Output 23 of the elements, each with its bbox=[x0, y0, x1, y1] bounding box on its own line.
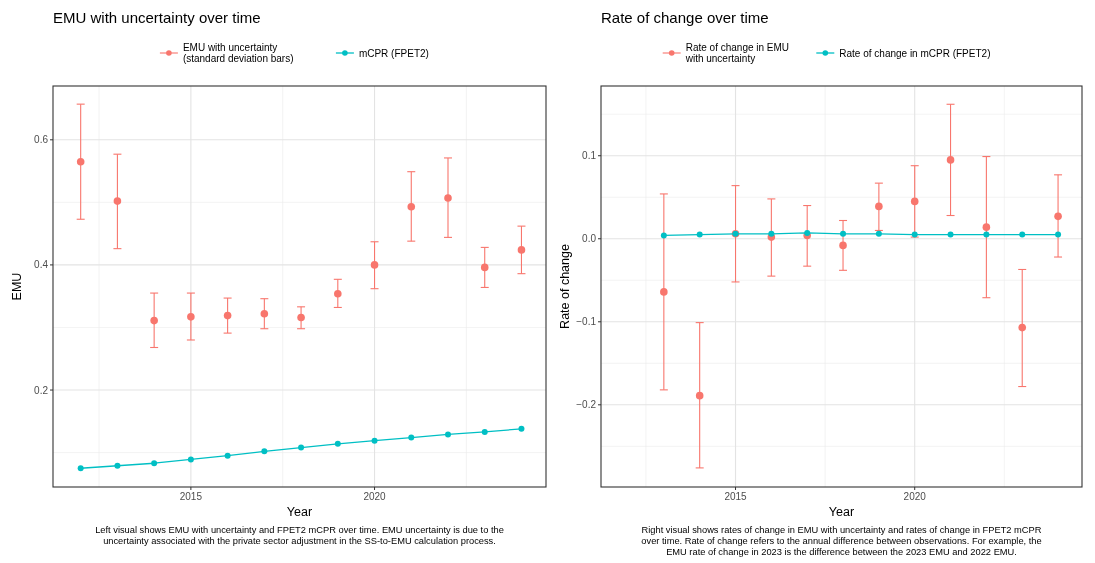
y-tick-label: −0.1 bbox=[576, 316, 597, 328]
y-tick-label: 0.4 bbox=[34, 259, 49, 271]
x-tick-label: 2015 bbox=[179, 491, 203, 502]
y-axis-title: EMU bbox=[10, 272, 24, 301]
x-tick-label: 2020 bbox=[363, 491, 387, 502]
legend-label: EMU with uncertainty (standard deviation bars) bbox=[182, 42, 294, 64]
y-axis-title: Rate of change bbox=[558, 244, 572, 329]
text: Left visual shows EMU with uncertainty and FPET2 mCPR over time. EMU uncertainty is due to the uncertainty associated with the private sector adjustment in the SS-to-EMU calculation process. bbox=[95, 525, 504, 546]
y-tick-label: 0.6 bbox=[34, 134, 49, 146]
legend-label: Rate of change in mCPR (FPET2) bbox=[839, 47, 991, 59]
legend-label: Rate of change in EMU with uncertainty bbox=[684, 42, 790, 64]
legend-label: mCPR (FPET2) bbox=[358, 47, 429, 59]
x-tick-label: 2020 bbox=[903, 491, 927, 502]
chart-title: Rate of change over time bbox=[601, 9, 769, 26]
y-tick-label: 0.1 bbox=[582, 150, 597, 162]
x-axis-title: Year bbox=[828, 505, 855, 519]
chart-title: EMU with uncertainty over time bbox=[53, 9, 261, 26]
y-tick-label: −0.2 bbox=[576, 399, 597, 411]
x-tick-label: 2015 bbox=[724, 491, 748, 502]
x-axis-title: Year bbox=[286, 505, 313, 519]
y-tick-label: 0.2 bbox=[34, 384, 49, 396]
y-tick-label: 0.0 bbox=[582, 233, 597, 245]
text: Right visual shows rates of change in EMU with uncertainty and rates of change in FPET2 mCPR over time. Rate of change refers to the annual difference between observations. For example, the EMU rate of change in 2023 is the difference between the 2023 EMU and 2022 EMU. bbox=[641, 525, 1042, 557]
